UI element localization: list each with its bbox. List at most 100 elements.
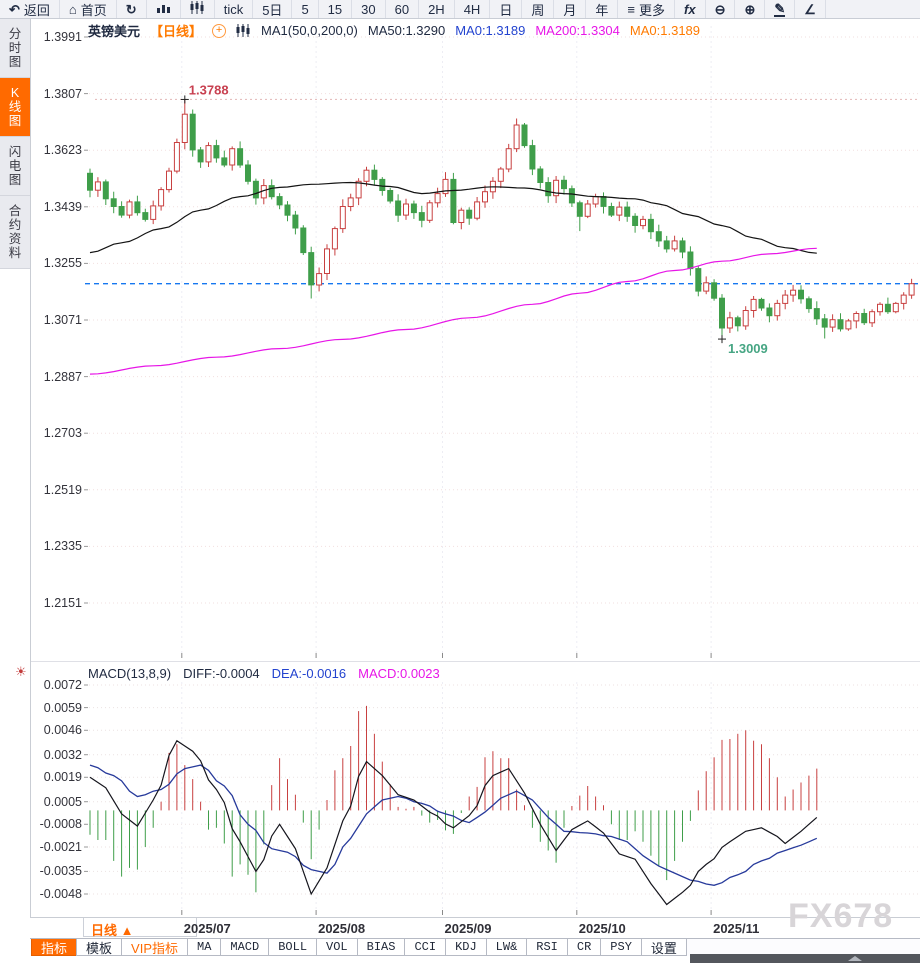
dea-line xyxy=(89,764,818,886)
tab-boll[interactable]: BOLL xyxy=(268,939,318,956)
price-chart-header: 英镑美元 【日线】 + MA1(50,0,200,0) MA50:1.3290 … xyxy=(88,21,700,40)
price-axis-tick: 1.2519 xyxy=(43,482,82,497)
macd-axis-tick: 0.0019 xyxy=(43,770,82,785)
angle-tool-button[interactable]: ∠ xyxy=(795,0,826,18)
tab-vol[interactable]: VOL xyxy=(316,939,358,956)
tab-lightning-chart[interactable]: 闪 电 图 xyxy=(0,137,30,196)
ma50-line xyxy=(89,181,817,254)
period-60-button[interactable]: 60 xyxy=(386,0,420,18)
price-axis: 1.3991 1.3807 1.3623 1.3439 1.3255 1.3071 1.28… xyxy=(30,0,82,963)
draw-button[interactable]: ✎ xyxy=(765,0,796,18)
sidebar-divider xyxy=(30,19,31,937)
pane-separator xyxy=(31,661,920,662)
back-arrow-icon: ↶ xyxy=(9,1,20,17)
tab-kdj[interactable]: KDJ xyxy=(445,939,487,956)
period-month-button[interactable]: 月 xyxy=(554,0,587,18)
diff-line xyxy=(89,739,818,906)
refresh-button[interactable]: ↻ xyxy=(117,0,147,18)
symbol-name: 英镑美元 xyxy=(88,24,141,39)
back-button[interactable]: ↶ 返回 xyxy=(0,0,60,18)
period-15-button[interactable]: 15 xyxy=(319,0,353,18)
period-2h-button[interactable]: 2H xyxy=(419,0,455,18)
ma50-value: MA50:1.3290 xyxy=(367,23,446,38)
home-button[interactable]: ⌂ 首页 xyxy=(60,0,117,18)
tab-cr[interactable]: CR xyxy=(566,939,602,956)
top-toolbar: ↶ 返回 ⌂ 首页 ↻ tick 5日 5 15 30 60 2H 4H 日周月年 ≡ 更多 fx ⊖ ⊕ ✎ ∠ xyxy=(0,0,920,19)
tab-rsi[interactable]: RSI xyxy=(526,939,568,956)
tab-vip-indicator[interactable]: VIP指标 xyxy=(121,939,188,956)
x-axis-month-label: 2025/07 xyxy=(183,921,231,936)
tab-settings[interactable]: 设置 xyxy=(640,939,687,956)
sun-icon[interactable]: ☀ xyxy=(15,664,27,679)
macd-axis-tick: 0.0072 xyxy=(43,678,82,692)
macd-header: MACD(13,8,9) DIFF:-0.0004 DEA:-0.0016 MA… xyxy=(88,666,440,681)
candlestick-layer xyxy=(87,99,915,340)
period-week-button-label: 周 xyxy=(531,2,545,18)
low-cross-marker xyxy=(718,335,726,344)
tab-lw[interactable]: LW& xyxy=(485,939,528,956)
more-button[interactable]: ≡ 更多 xyxy=(618,0,675,18)
period-4h-button[interactable]: 4H xyxy=(455,0,491,18)
price-axis-tick: 1.2703 xyxy=(43,426,82,441)
tab-cci[interactable]: CCI xyxy=(404,939,447,956)
macd-config-label: MACD(13,8,9) xyxy=(88,666,172,681)
bottom-scroll-handle[interactable] xyxy=(690,954,920,963)
period-tick-button[interactable]: tick xyxy=(215,0,254,18)
chevron-up-icon xyxy=(848,956,862,961)
price-axis-tick: 1.2151 xyxy=(43,596,82,610)
period-day-button[interactable]: 日 xyxy=(490,0,523,18)
period-5d-button-label: 5日 xyxy=(262,2,283,18)
tab-contract-info[interactable]: 合 约 资 料 xyxy=(0,196,30,269)
macd-axis-tick: 0.0032 xyxy=(43,747,82,762)
tab-template[interactable]: 模板 xyxy=(76,939,123,956)
period-5-button-label: 5 xyxy=(301,1,309,17)
ma200-value: MA200:1.3304 xyxy=(535,23,620,38)
price-axis-tick: 1.3071 xyxy=(43,313,82,327)
back-button-label: 返回 xyxy=(23,2,50,18)
macd-axis-tick: -0.0048 xyxy=(39,887,82,901)
macd-axis-tick: -0.0021 xyxy=(39,839,82,854)
tab-kline-chart[interactable]: K 线 图 xyxy=(0,78,30,137)
period-2h-button-label: 2H xyxy=(428,1,445,17)
high-price-label: 1.3788 xyxy=(189,82,229,97)
period-tag: 【日线】 xyxy=(150,24,203,39)
tab-psy[interactable]: PSY xyxy=(600,939,642,956)
candle-style-button[interactable] xyxy=(181,0,215,18)
gridlines xyxy=(84,26,920,915)
x-axis-month-label: 2025/09 xyxy=(444,921,492,936)
pencil-icon: ✎ xyxy=(774,0,786,17)
home-icon: ⌂ xyxy=(68,1,77,17)
tab-bias[interactable]: BIAS xyxy=(356,939,406,956)
period-5-button[interactable]: 5 xyxy=(292,0,319,18)
zoom-in-icon: ⊕ xyxy=(744,1,756,17)
volume-chart-button[interactable] xyxy=(147,0,181,18)
home-button-label: 首页 xyxy=(80,2,107,18)
period-5d-button[interactable]: 5日 xyxy=(253,0,293,18)
tab-macd[interactable]: MACD xyxy=(220,939,270,956)
period-30-button[interactable]: 30 xyxy=(352,0,386,18)
tab-indicator[interactable]: 指标 xyxy=(31,939,78,956)
period-15-button-label: 15 xyxy=(327,1,343,17)
macd-axis-tick: 0.0005 xyxy=(43,794,82,809)
low-price-label: 1.3009 xyxy=(728,341,768,356)
period-week-button[interactable]: 周 xyxy=(522,0,555,18)
macd-axis-tick: 0.0046 xyxy=(43,723,82,738)
macd-axis-tick: -0.0035 xyxy=(39,864,82,879)
candle-chart-icon xyxy=(190,1,205,17)
indicator-fx-button[interactable]: fx xyxy=(675,0,706,18)
price-axis-tick: 1.2335 xyxy=(43,539,82,554)
mini-chart-icon[interactable] xyxy=(236,24,251,37)
tab-ma[interactable]: MA xyxy=(187,939,222,956)
tab-time-chart[interactable]: 分 时 图 xyxy=(0,19,30,78)
price-axis-tick: 1.3255 xyxy=(43,256,82,271)
period-year-button-label: 年 xyxy=(595,2,609,18)
zoom-out-button[interactable]: ⊖ xyxy=(706,0,736,18)
zoom-in-button[interactable]: ⊕ xyxy=(735,0,766,18)
zoom-out-icon: ⊖ xyxy=(714,1,726,17)
circle-plus-icon[interactable]: + xyxy=(212,23,227,38)
period-year-button[interactable]: 年 xyxy=(586,0,619,18)
period-selector[interactable]: 日线 ▲ xyxy=(83,918,197,938)
price-axis-tick: 1.2887 xyxy=(43,369,82,384)
